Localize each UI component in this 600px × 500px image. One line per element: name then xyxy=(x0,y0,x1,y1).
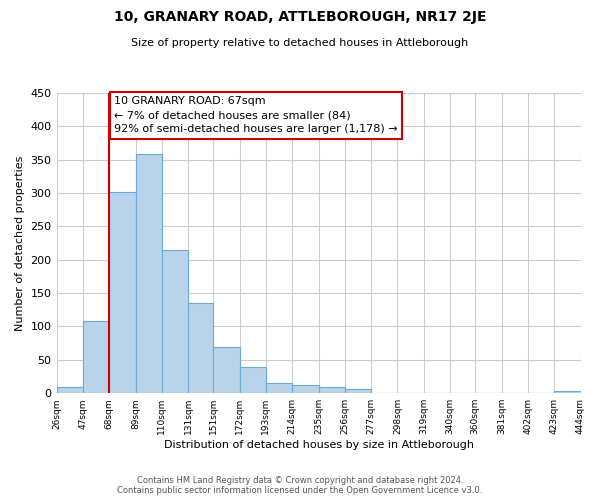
Bar xyxy=(188,303,213,393)
Bar xyxy=(319,386,345,393)
Bar xyxy=(292,384,319,393)
Bar xyxy=(213,346,239,393)
Bar xyxy=(266,382,292,393)
X-axis label: Distribution of detached houses by size in Attleborough: Distribution of detached houses by size … xyxy=(164,440,473,450)
Text: 10 GRANARY ROAD: 67sqm
← 7% of detached houses are smaller (84)
92% of semi-deta: 10 GRANARY ROAD: 67sqm ← 7% of detached … xyxy=(114,96,398,134)
Text: Size of property relative to detached houses in Attleborough: Size of property relative to detached ho… xyxy=(131,38,469,48)
Text: Contains HM Land Registry data © Crown copyright and database right 2024.
Contai: Contains HM Land Registry data © Crown c… xyxy=(118,476,482,495)
Bar xyxy=(554,391,581,393)
Bar xyxy=(56,387,83,393)
Bar xyxy=(83,321,109,393)
Y-axis label: Number of detached properties: Number of detached properties xyxy=(15,156,25,331)
Bar xyxy=(162,250,188,393)
Bar xyxy=(136,154,162,393)
Bar xyxy=(239,366,266,393)
Bar xyxy=(109,192,136,393)
Text: 10, GRANARY ROAD, ATTLEBOROUGH, NR17 2JE: 10, GRANARY ROAD, ATTLEBOROUGH, NR17 2JE xyxy=(114,10,486,24)
Bar xyxy=(345,389,371,393)
